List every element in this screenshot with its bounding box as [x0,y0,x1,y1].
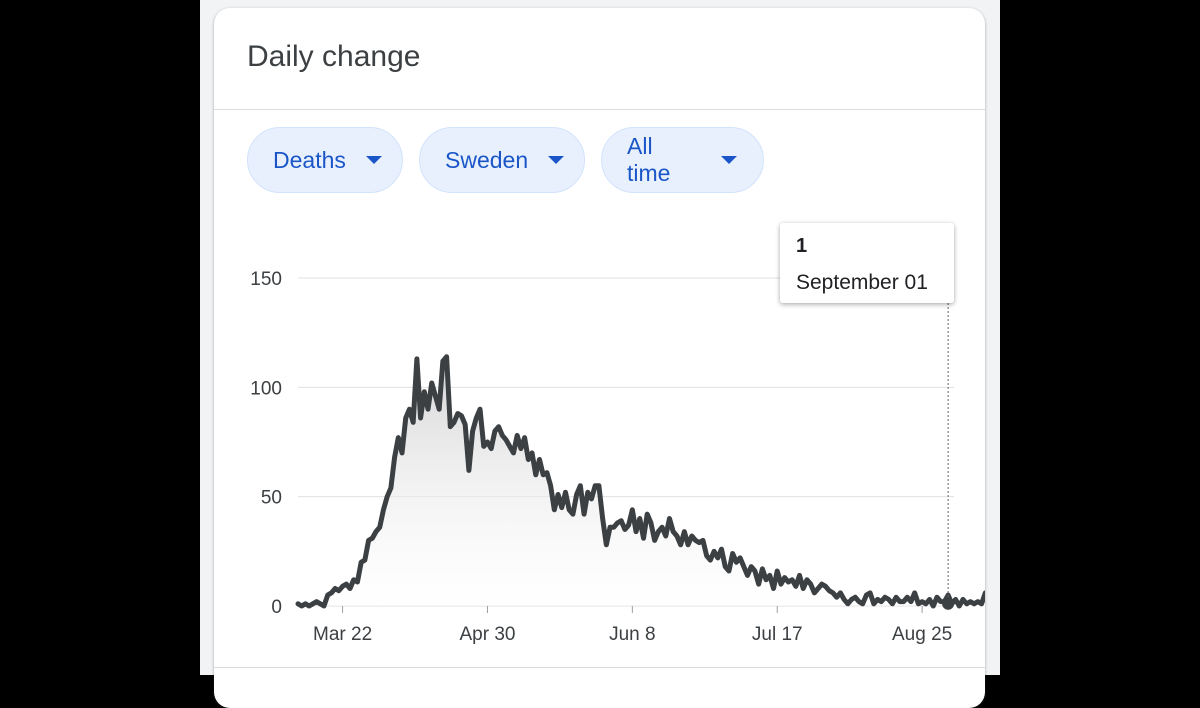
x-tick-label: Jul 17 [752,624,803,645]
bottom-divider [214,667,985,668]
x-tick-label: Jun 8 [609,624,655,645]
card-title: Daily change [247,40,421,73]
daily-change-chart[interactable]: 0 50 100 150 Mar 22 Apr 30 Jun 8 Jul 17 Aug 25 [214,208,985,648]
x-tick-label: Mar 22 [313,624,372,645]
caret-down-icon [365,156,382,164]
time-range-filter-label: All time [627,133,671,186]
y-tick-label: 100 [250,378,282,399]
caret-down-icon [721,156,737,164]
y-tick-label: 150 [250,269,282,290]
highlight-point[interactable] [942,597,955,610]
y-tick-label: 0 [271,597,282,618]
time-range-filter-chip[interactable]: All time [601,127,764,193]
y-tick-label: 50 [261,488,282,509]
card-header: Daily change [214,8,985,110]
region-filter-chip[interactable]: Sweden [419,127,585,193]
metric-filter-label: Deaths [273,146,346,173]
caret-down-icon [548,156,565,164]
x-tick-label: Aug 25 [892,624,952,645]
region-filter-label: Sweden [445,146,529,173]
daily-change-card: Daily change Deaths Sweden All time 0 50 1… [214,8,985,708]
series-area [298,356,985,606]
page-background: Daily change Deaths Sweden All time 0 50 1… [200,0,1000,708]
tooltip-value: 1 [796,235,808,257]
x-tick-label: Apr 30 [459,624,515,645]
metric-filter-chip[interactable]: Deaths [247,127,403,193]
series-line [295,354,985,609]
tooltip-date: September 01 [796,271,928,294]
hover-tooltip: 1 September 01 [780,223,954,303]
